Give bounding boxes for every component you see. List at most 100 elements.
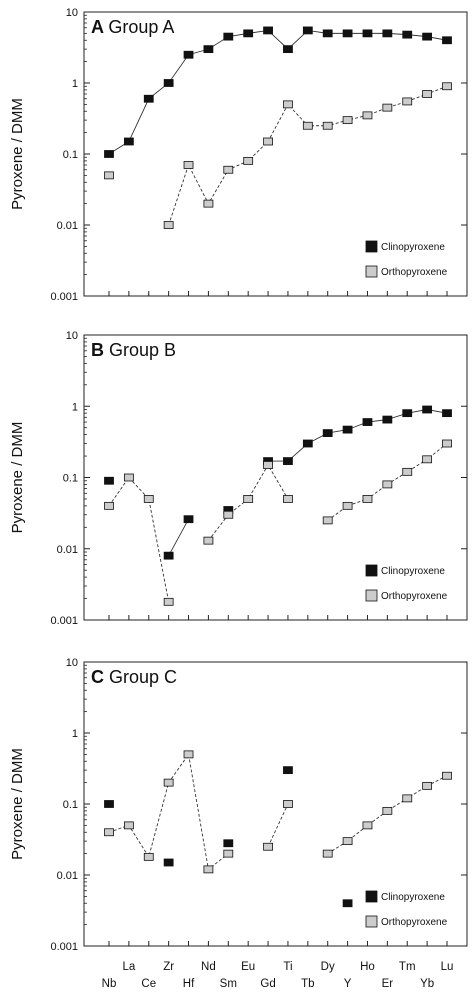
data-point — [243, 29, 254, 38]
panel-letter: B — [91, 340, 109, 360]
series-line — [108, 753, 229, 871]
legend-label: Orthopyroxene — [381, 267, 448, 278]
series-line — [267, 803, 289, 847]
legend-swatch — [365, 915, 378, 928]
data-point — [223, 510, 234, 519]
data-point — [143, 94, 154, 103]
data-point — [322, 516, 333, 525]
data-point — [203, 45, 214, 54]
x-category-label: Tm — [399, 961, 416, 973]
data-point — [302, 439, 313, 448]
data-point — [442, 439, 452, 448]
series-clinopyroxene — [104, 405, 452, 560]
legend-label: Clinopyroxene — [381, 566, 445, 577]
x-category-label: Sm — [220, 978, 237, 990]
data-point — [223, 165, 234, 174]
data-point — [223, 32, 234, 41]
data-point — [322, 849, 333, 858]
data-point — [283, 495, 293, 503]
data-point — [163, 221, 174, 229]
data-point — [422, 405, 433, 414]
x-category-label: Ce — [141, 978, 156, 990]
data-point — [163, 778, 174, 787]
series-line — [208, 464, 289, 541]
plot-frame — [83, 11, 468, 297]
series-clinopyroxene — [104, 26, 452, 158]
series-orthopyroxene — [104, 750, 452, 874]
data-point — [283, 766, 293, 775]
panel-group-name: Group A — [108, 17, 174, 37]
y-tick-label: 0.001 — [50, 615, 78, 627]
data-point — [183, 50, 194, 59]
data-point — [322, 429, 333, 437]
x-category-label: Yb — [420, 978, 434, 990]
y-tick-label: 10 — [66, 330, 78, 342]
x-category-label: Lu — [441, 961, 454, 973]
data-point — [143, 852, 154, 861]
data-point — [163, 858, 174, 867]
data-point — [422, 781, 433, 790]
data-point — [104, 828, 114, 837]
panel-group-name: Group B — [109, 340, 176, 360]
data-point — [442, 36, 452, 45]
panel-letter: C — [91, 667, 109, 687]
x-category-label: Er — [382, 978, 394, 990]
x-category-label: Gd — [260, 978, 275, 990]
data-point — [283, 800, 293, 808]
y-tick-label: 0.1 — [63, 473, 78, 485]
legend-label: Clinopyroxene — [381, 892, 445, 903]
x-category-label: Nb — [102, 978, 117, 990]
y-tick-label: 10 — [66, 657, 78, 669]
data-point — [183, 750, 194, 759]
data-point — [362, 821, 373, 830]
x-category-label: La — [122, 961, 135, 973]
legend-label: Clinopyroxene — [381, 242, 445, 253]
data-point — [402, 409, 413, 418]
data-point — [362, 418, 373, 426]
data-point — [123, 821, 134, 830]
data-point — [104, 171, 114, 180]
y-axis-label: Pyroxene / DMM — [9, 748, 26, 860]
y-tick-label: 1 — [72, 728, 78, 740]
series-line — [108, 476, 170, 602]
data-point — [104, 800, 114, 808]
x-category-label: Dy — [321, 961, 335, 973]
data-point — [442, 771, 452, 780]
data-point — [302, 121, 313, 130]
panel-title: A Group A — [91, 17, 174, 37]
data-point — [203, 199, 214, 208]
data-point — [104, 150, 114, 158]
x-category-label: Zr — [163, 961, 174, 973]
y-tick-label: 1 — [72, 401, 78, 413]
data-point — [342, 29, 353, 38]
x-category-label: Hf — [183, 978, 195, 990]
y-tick-label: 0.001 — [50, 941, 78, 953]
plot-frame — [83, 661, 468, 947]
data-point — [123, 137, 134, 146]
panel-title: C Group C — [91, 667, 177, 687]
data-point — [422, 90, 433, 98]
data-point — [163, 551, 174, 560]
x-category-label: Nd — [201, 961, 216, 973]
series-orthopyroxene — [104, 439, 452, 606]
y-tick-label: 10 — [66, 7, 78, 19]
legend-label: Orthopyroxene — [381, 591, 448, 602]
series-line — [168, 518, 189, 556]
data-point — [263, 137, 273, 146]
panel-c: 0.001 0.01 0.1 1 10 Pyroxene / DMM C Group C Cl… — [9, 657, 468, 953]
series-line — [268, 409, 448, 462]
data-point — [342, 425, 353, 434]
data-point — [402, 467, 413, 476]
data-point — [263, 461, 273, 469]
data-point — [123, 473, 134, 482]
legend-label: Orthopyroxene — [381, 917, 448, 928]
data-point — [104, 476, 114, 485]
panel-letter: A — [91, 17, 108, 37]
legend-swatch — [365, 240, 378, 253]
data-point — [422, 455, 433, 464]
data-point — [243, 495, 254, 503]
data-point — [183, 161, 194, 169]
data-point — [362, 495, 373, 503]
data-point — [402, 794, 413, 803]
